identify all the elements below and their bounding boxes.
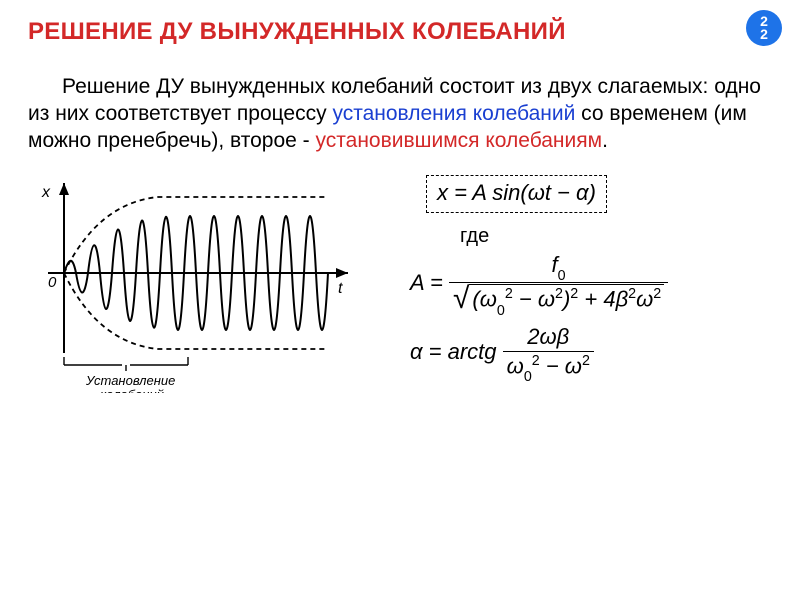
where-label: где [460, 225, 772, 248]
equations-block: x = A sin(ωt − α) где A = f0 √(ω02 − ω2)… [380, 173, 772, 391]
slide-number-badge: 2 2 [746, 10, 782, 46]
graph-caption-1: Установление [85, 373, 175, 388]
equation-A: A = f0 √(ω02 − ω2)2 + 4β2ω2 [410, 252, 772, 316]
A-numerator: f0 [449, 252, 668, 282]
para-highlight-1: установления колебаний [332, 102, 575, 125]
body-paragraph: Решение ДУ вынужденных колебаний состоит… [28, 74, 772, 155]
alpha-lhs: α = arctg [410, 339, 497, 364]
origin-label: 0 [48, 274, 57, 291]
y-axis-label: x [41, 184, 51, 201]
para-seg3: . [602, 129, 608, 152]
A-lhs: A = [410, 270, 443, 295]
oscillation-graph: x t 0 Установление колебаний [28, 173, 368, 393]
badge-line2: 2 [760, 28, 768, 41]
graph-caption-2: колебаний [100, 387, 164, 393]
x-axis-label: t [338, 280, 343, 297]
page-title: РЕШЕНИЕ ДУ ВЫНУЖДЕННЫХ КОЛЕБАНИЙ [28, 18, 772, 46]
main-equation-box: x = A sin(ωt − α) [426, 175, 607, 213]
main-equation: x = A sin(ωt − α) [437, 180, 596, 205]
equation-alpha: α = arctg 2ωβ ω02 − ω2 [410, 324, 772, 383]
A-denominator: √(ω02 − ω2)2 + 4β2ω2 [449, 282, 668, 316]
para-highlight-2: установившимся колебаниям [316, 129, 603, 152]
alpha-numerator: 2ωβ [503, 324, 594, 351]
alpha-denominator: ω02 − ω2 [503, 351, 594, 383]
